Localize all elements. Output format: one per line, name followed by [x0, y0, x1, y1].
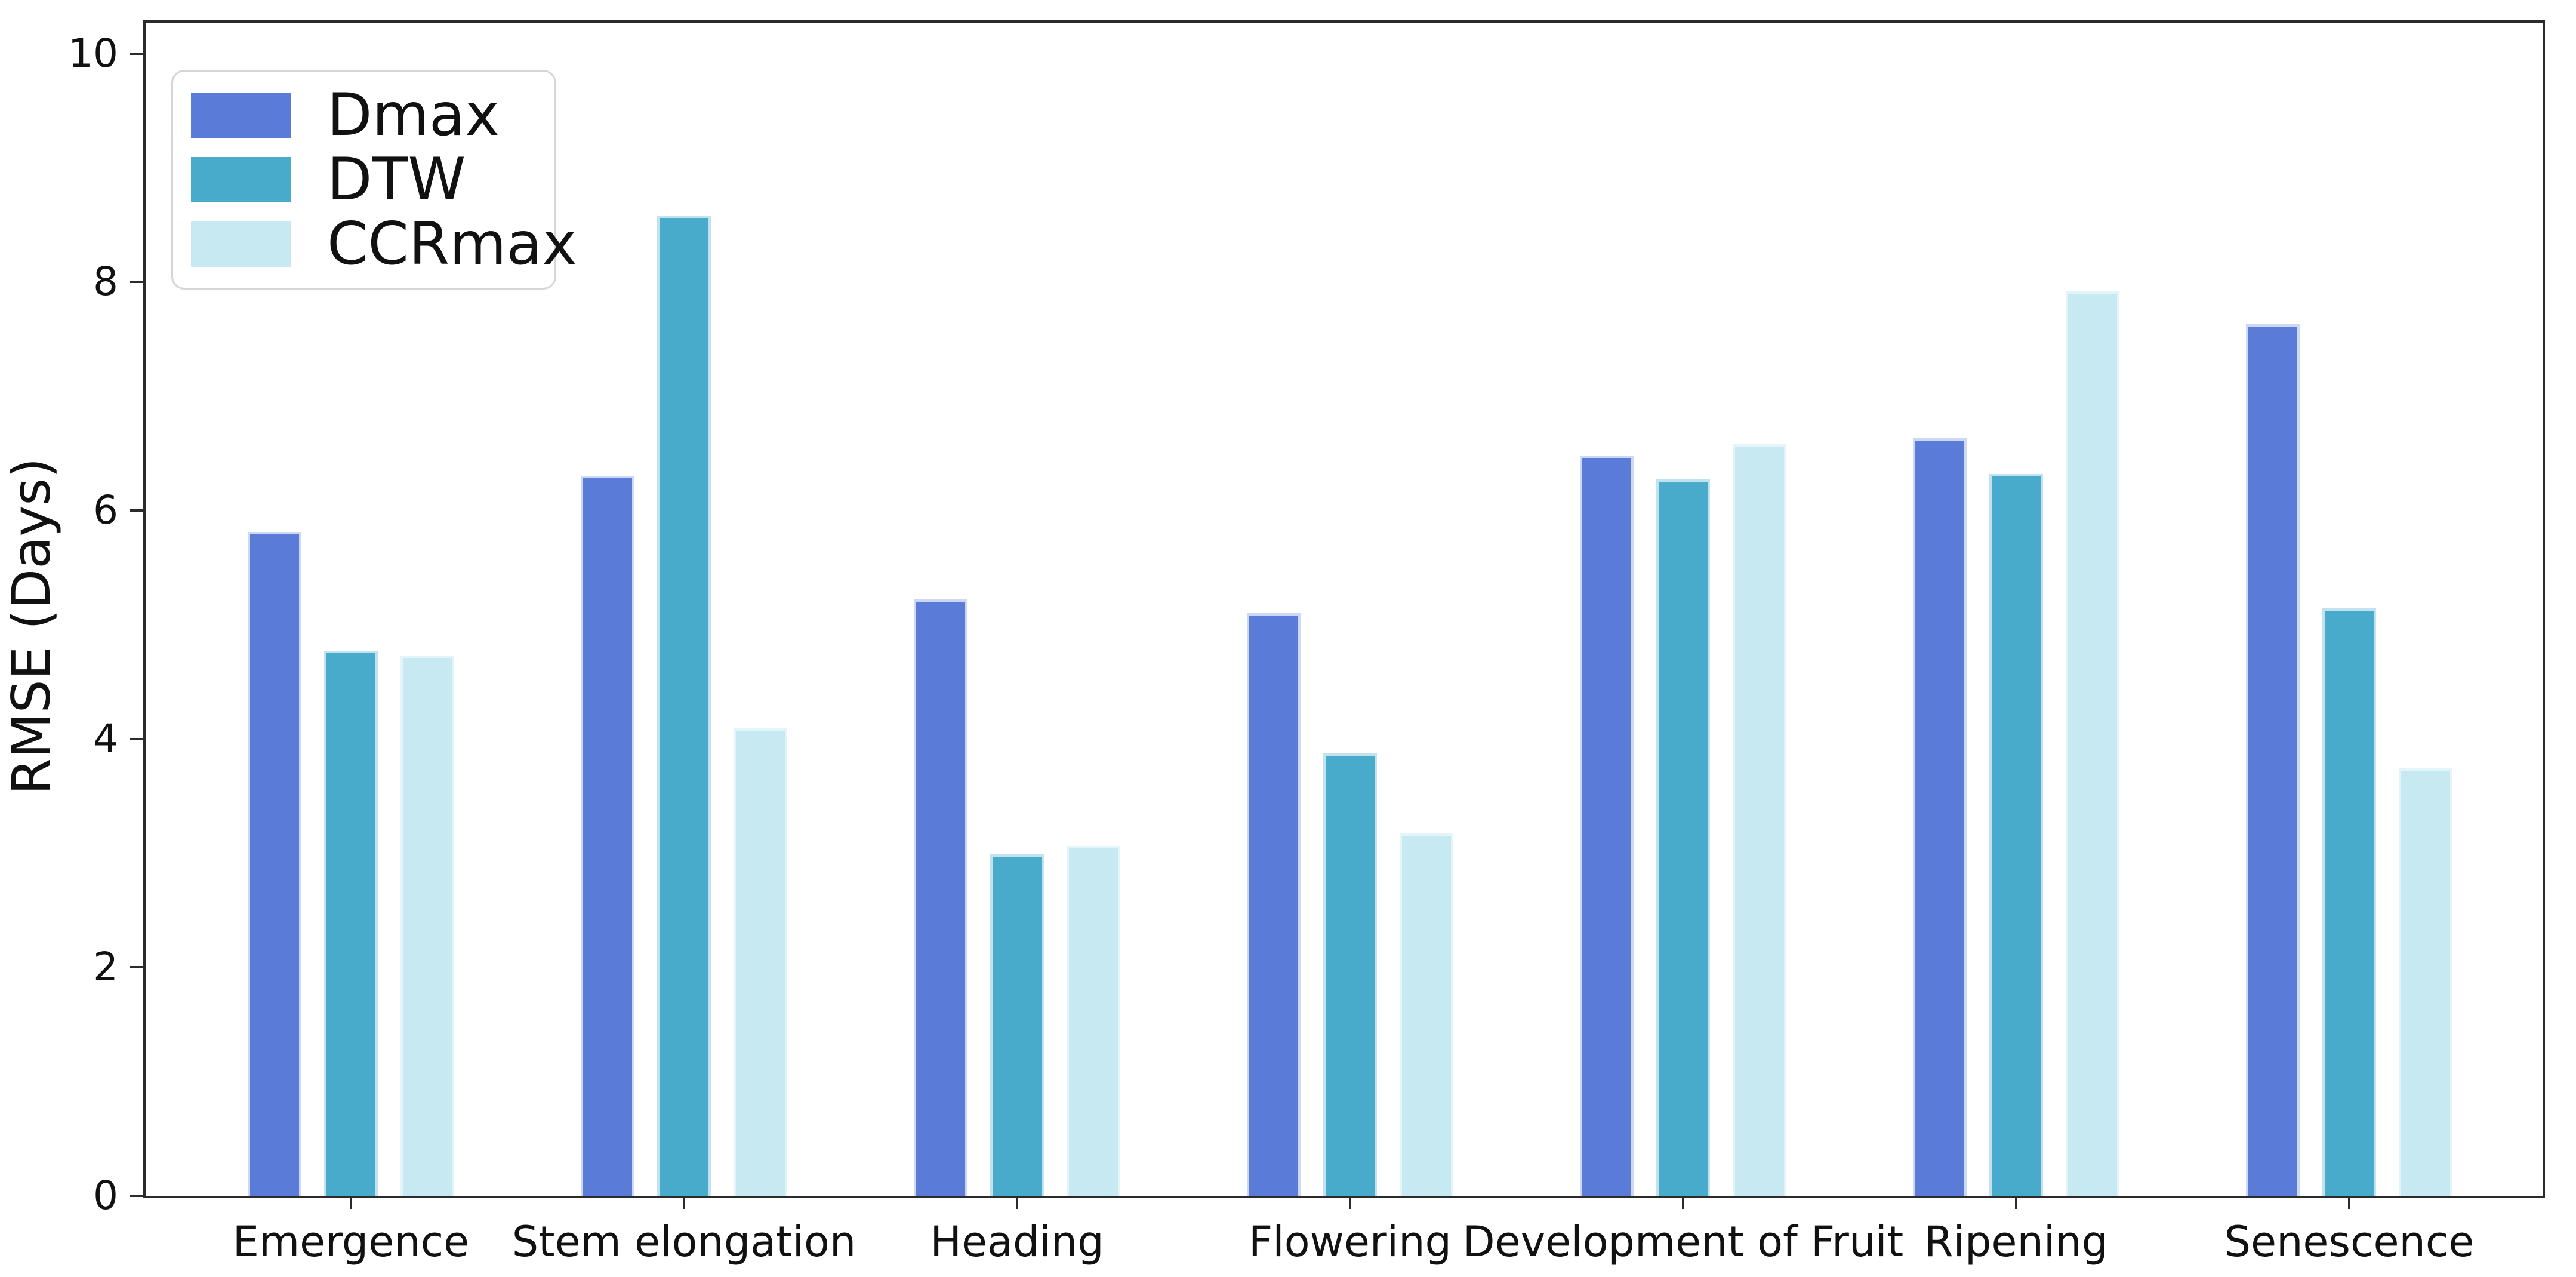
legend-item-Dmax: Dmax: [191, 81, 537, 149]
bar-Dmax-Flowering: [1247, 613, 1301, 1196]
bar-DTW-Emergence: [324, 651, 378, 1196]
x-tick-mark-4: [1682, 1198, 1684, 1209]
legend-swatch-DTW: [191, 157, 291, 202]
bar-DTW-Senescence: [2322, 608, 2376, 1196]
bar-Dmax-Stem elongation: [581, 476, 634, 1196]
y-tick-label-6: 6: [93, 487, 118, 533]
y-tick-label-10: 10: [68, 30, 118, 76]
legend-label-DTW: DTW: [327, 146, 466, 214]
legend-item-CCRmax: CCRmax: [191, 215, 577, 273]
x-tick-mark-3: [1349, 1198, 1351, 1209]
y-tick-mark-10: [130, 52, 144, 55]
bar-Dmax-Heading: [914, 599, 967, 1196]
bar-CCRmax-Development of Fruit: [1733, 444, 1786, 1196]
x-tick-label-4: Development of Fruit: [1462, 1217, 1904, 1266]
x-tick-label-3: Flowering: [1249, 1217, 1452, 1266]
legend-swatch-CCRmax: [191, 221, 291, 267]
legend-swatch-Dmax: [191, 93, 291, 138]
bar-Dmax-Development of Fruit: [1580, 456, 1634, 1196]
bar-CCRmax-Ripening: [2066, 291, 2119, 1196]
y-tick-mark-4: [130, 737, 144, 740]
x-tick-mark-0: [350, 1198, 352, 1209]
bar-CCRmax-Stem elongation: [734, 728, 787, 1196]
x-tick-label-2: Heading: [930, 1217, 1104, 1266]
bar-CCRmax-Senescence: [2399, 768, 2452, 1196]
legend-label-CCRmax: CCRmax: [327, 210, 577, 278]
y-tick-mark-2: [130, 966, 144, 969]
bar-CCRmax-Flowering: [1400, 833, 1453, 1196]
y-tick-label-2: 2: [93, 944, 118, 990]
x-tick-mark-6: [2348, 1198, 2350, 1209]
x-tick-label-6: Senescence: [2224, 1217, 2475, 1266]
bar-Dmax-Senescence: [2246, 324, 2300, 1196]
x-tick-mark-2: [1016, 1198, 1018, 1209]
y-tick-mark-6: [130, 509, 144, 512]
y-tick-mark-0: [130, 1195, 144, 1197]
legend: Dmax DTW CCRmax: [171, 70, 577, 290]
bar-CCRmax-Emergence: [400, 655, 454, 1196]
y-tick-label-8: 8: [93, 259, 118, 305]
bar-CCRmax-Heading: [1067, 846, 1120, 1196]
bar-DTW-Stem elongation: [657, 216, 711, 1196]
bar-DTW-Ripening: [1989, 473, 2043, 1196]
bar-DTW-Heading: [990, 854, 1044, 1196]
bar-Dmax-Ripening: [1913, 438, 1967, 1196]
x-tick-mark-1: [683, 1198, 685, 1209]
y-tick-mark-8: [130, 281, 144, 284]
y-axis-title: RMSE (Days): [1, 457, 62, 795]
x-tick-label-0: Emergence: [232, 1217, 470, 1266]
x-tick-label-5: Ripening: [1924, 1217, 2109, 1266]
bar-Dmax-Emergence: [248, 532, 301, 1196]
x-tick-label-1: Stem elongation: [511, 1217, 856, 1266]
y-tick-label-0: 0: [93, 1173, 118, 1218]
bar-DTW-Development of Fruit: [1656, 479, 1710, 1196]
x-tick-mark-5: [2015, 1198, 2017, 1209]
legend-label-Dmax: Dmax: [327, 81, 500, 149]
legend-item-DTW: DTW: [191, 146, 537, 214]
bar-DTW-Flowering: [1323, 753, 1377, 1196]
y-tick-label-4: 4: [93, 715, 118, 762]
